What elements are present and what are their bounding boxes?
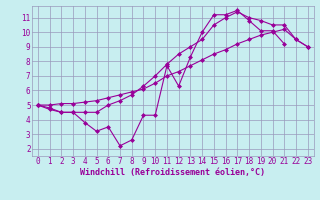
X-axis label: Windchill (Refroidissement éolien,°C): Windchill (Refroidissement éolien,°C) (80, 168, 265, 177)
